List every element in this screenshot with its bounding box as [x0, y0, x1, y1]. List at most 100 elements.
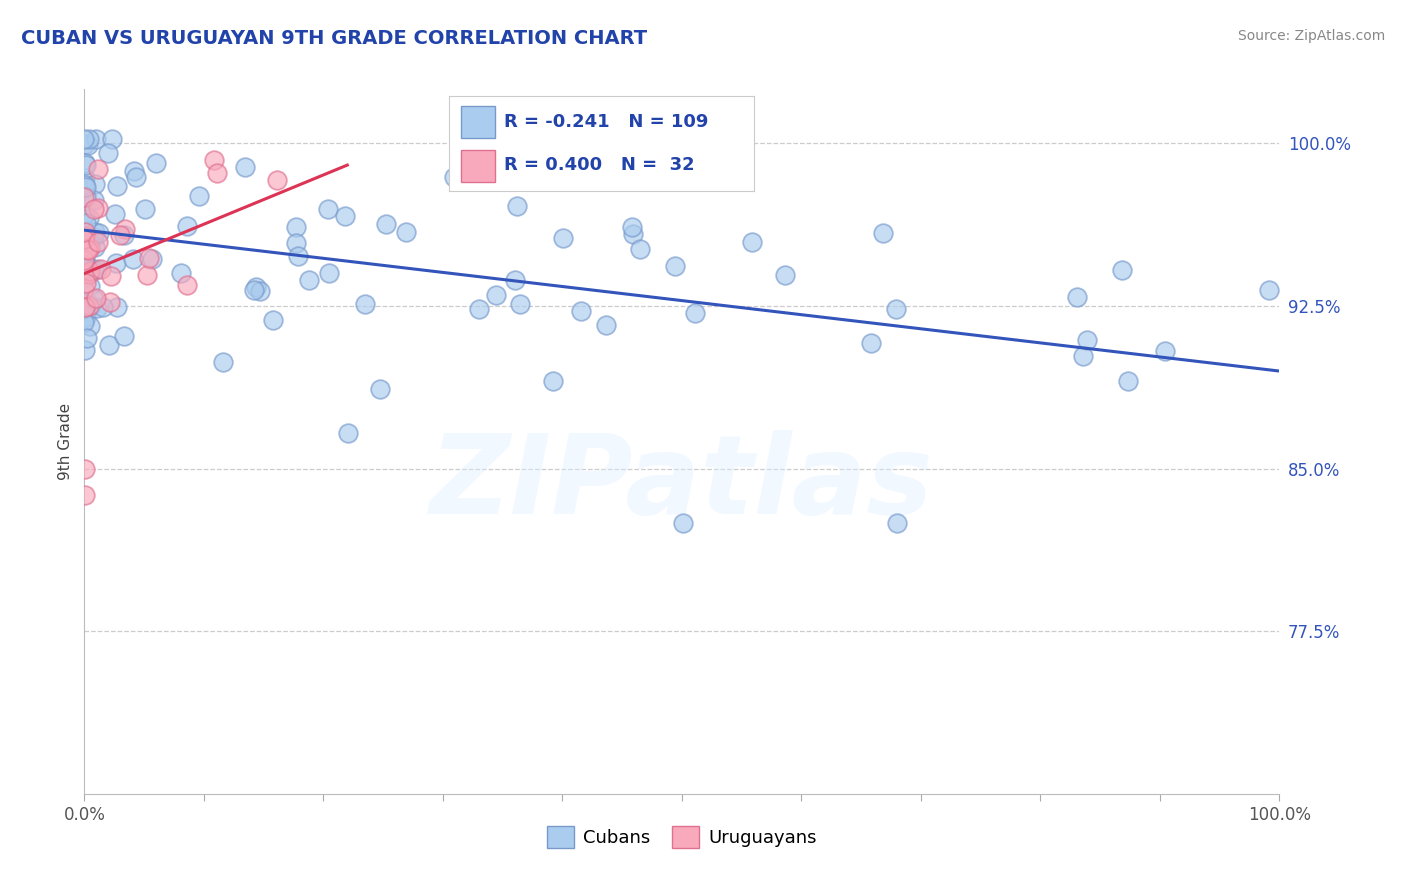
Point: [571, 304, 593, 318]
Point: [138, 251, 160, 265]
Point: [886, 516, 908, 530]
Point: [463, 165, 485, 179]
Point: [73, 282, 96, 296]
Point: [443, 170, 465, 185]
Point: [1258, 283, 1281, 297]
Point: [87, 235, 110, 250]
Point: [83, 202, 105, 216]
Point: [75, 488, 97, 502]
Point: [73, 233, 96, 247]
Point: [98, 294, 121, 309]
Point: [77, 234, 100, 248]
Point: [79, 241, 101, 255]
Point: [77, 138, 100, 153]
Point: [553, 230, 575, 244]
Point: [284, 219, 307, 234]
Point: [336, 426, 359, 441]
Point: [1111, 263, 1133, 277]
Point: [176, 278, 198, 293]
Point: [73, 267, 96, 281]
Point: [333, 209, 356, 223]
Point: [73, 252, 96, 267]
Legend: Cubans, Uruguayans: Cubans, Uruguayans: [540, 819, 824, 855]
Point: [79, 264, 101, 278]
Point: [73, 315, 96, 329]
Point: [77, 267, 100, 281]
Text: CUBAN VS URUGUAYAN 9TH GRADE CORRELATION CHART: CUBAN VS URUGUAYAN 9TH GRADE CORRELATION…: [21, 29, 647, 47]
Point: [75, 137, 97, 152]
Point: [243, 283, 266, 297]
Point: [683, 306, 706, 320]
Point: [75, 216, 97, 230]
Point: [318, 202, 340, 216]
Point: [79, 132, 101, 146]
Point: [503, 273, 526, 287]
Point: [114, 221, 136, 235]
Point: [509, 297, 531, 311]
Point: [872, 227, 894, 241]
Point: [1116, 374, 1139, 388]
Point: [287, 249, 309, 263]
Point: [73, 300, 96, 314]
Point: [73, 178, 96, 193]
Point: [73, 232, 96, 246]
Point: [75, 179, 97, 194]
Point: [368, 383, 391, 397]
Point: [125, 169, 148, 184]
Point: [97, 338, 120, 352]
Point: [83, 178, 105, 192]
Point: [105, 179, 128, 194]
Point: [202, 153, 225, 168]
Point: [621, 227, 644, 242]
Point: [76, 269, 98, 284]
Point: [73, 225, 96, 239]
Point: [83, 229, 105, 244]
Point: [859, 336, 882, 351]
Point: [485, 287, 508, 301]
Point: [100, 268, 122, 283]
Point: [1066, 290, 1088, 304]
Point: [108, 227, 131, 242]
Point: [169, 266, 191, 280]
Point: [73, 156, 96, 170]
Point: [84, 132, 107, 146]
Point: [87, 161, 110, 176]
Point: [87, 226, 110, 240]
Point: [73, 132, 96, 146]
Text: ZIPatlas: ZIPatlas: [430, 430, 934, 537]
Point: [122, 252, 145, 266]
Point: [884, 301, 907, 316]
Point: [76, 330, 98, 344]
Point: [188, 189, 211, 203]
Point: [262, 313, 284, 327]
Point: [79, 299, 101, 313]
Point: [176, 219, 198, 233]
Point: [76, 243, 98, 257]
Point: [73, 207, 96, 221]
Point: [73, 252, 96, 267]
Point: [1154, 343, 1177, 358]
Point: [374, 218, 396, 232]
Point: [134, 202, 156, 217]
Point: [90, 262, 112, 277]
Point: [86, 301, 108, 315]
Point: [73, 301, 96, 315]
Point: [100, 132, 122, 146]
Point: [75, 310, 97, 324]
Point: [79, 318, 101, 333]
Point: [79, 298, 101, 312]
Point: [122, 164, 145, 178]
Point: [395, 225, 418, 239]
Point: [135, 268, 157, 283]
Point: [741, 235, 763, 250]
Point: [595, 318, 617, 333]
Point: [83, 226, 105, 240]
Point: [773, 268, 796, 282]
Point: [84, 291, 107, 305]
Point: [83, 194, 105, 208]
Point: [104, 207, 127, 221]
Point: [318, 266, 340, 280]
Point: [468, 302, 491, 317]
Point: [233, 160, 256, 174]
Point: [664, 260, 686, 274]
